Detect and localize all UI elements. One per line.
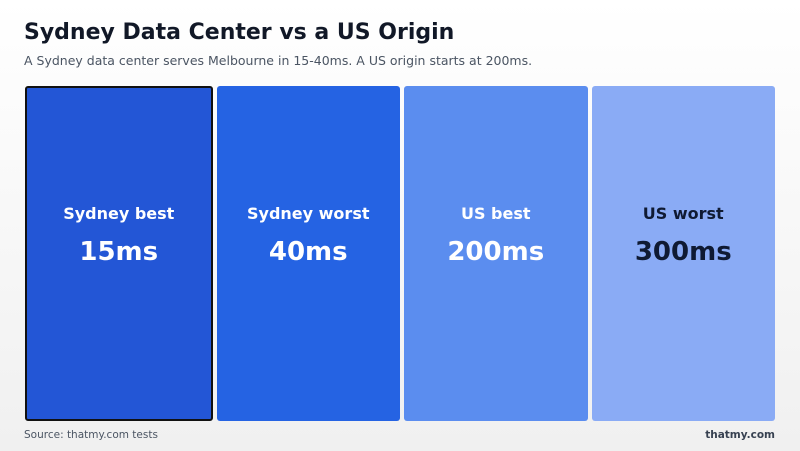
card-value: 15ms [79,237,159,267]
card-value: 40ms [268,237,348,267]
card-label: US best [460,204,531,223]
card: US best 200ms [404,86,588,421]
cards: Sydney best 15ms Sydney worst 40ms US be… [25,86,775,421]
card: Sydney best 15ms [25,86,213,421]
title: Sydney Data Center vs a US Origin [24,20,455,45]
card-label: Sydney best [63,204,175,223]
card-value: 300ms [634,237,732,267]
source: Source: thatmy.com tests [24,429,158,441]
brand: thatmy.com [705,429,775,441]
card: US worst 300ms [591,86,775,421]
card-label: Sydney worst [247,204,370,223]
card-label: US worst [642,204,724,223]
subtitle: A Sydney data center serves Melbourne in… [24,53,533,68]
card-value: 200ms [447,237,545,267]
card: Sydney worst 40ms [216,86,400,421]
